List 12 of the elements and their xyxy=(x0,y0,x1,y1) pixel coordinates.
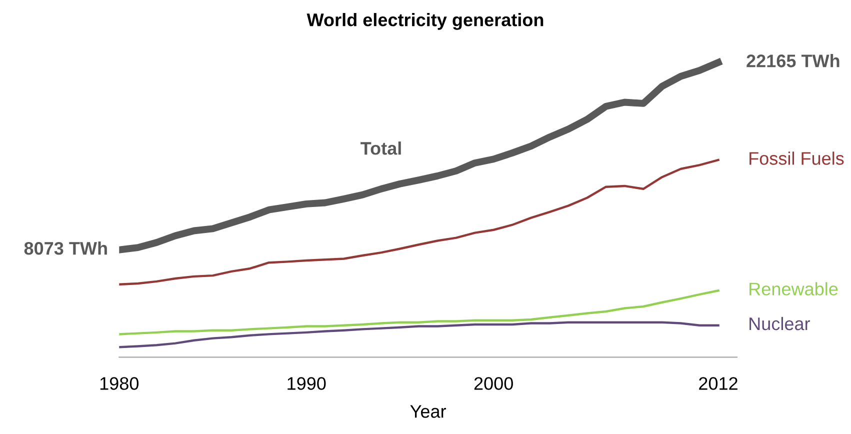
chart-title: World electricity generation xyxy=(306,13,544,30)
x-tick-label: 2000 xyxy=(474,377,513,390)
annotation: 22165 TWh xyxy=(746,54,840,68)
series-label: Renewable xyxy=(750,282,838,296)
x-tick-label: 1980 xyxy=(100,377,139,390)
x-tick-label: 1990 xyxy=(288,377,326,390)
x-axis-title: Year xyxy=(410,405,446,418)
series-label: Fossil Fuels xyxy=(750,152,844,165)
x-tick-label: 2012 xyxy=(699,377,738,390)
annotation: 8073 TWh xyxy=(24,241,107,255)
series-label: Nuclear xyxy=(750,316,810,330)
series-label: Total xyxy=(360,142,401,155)
